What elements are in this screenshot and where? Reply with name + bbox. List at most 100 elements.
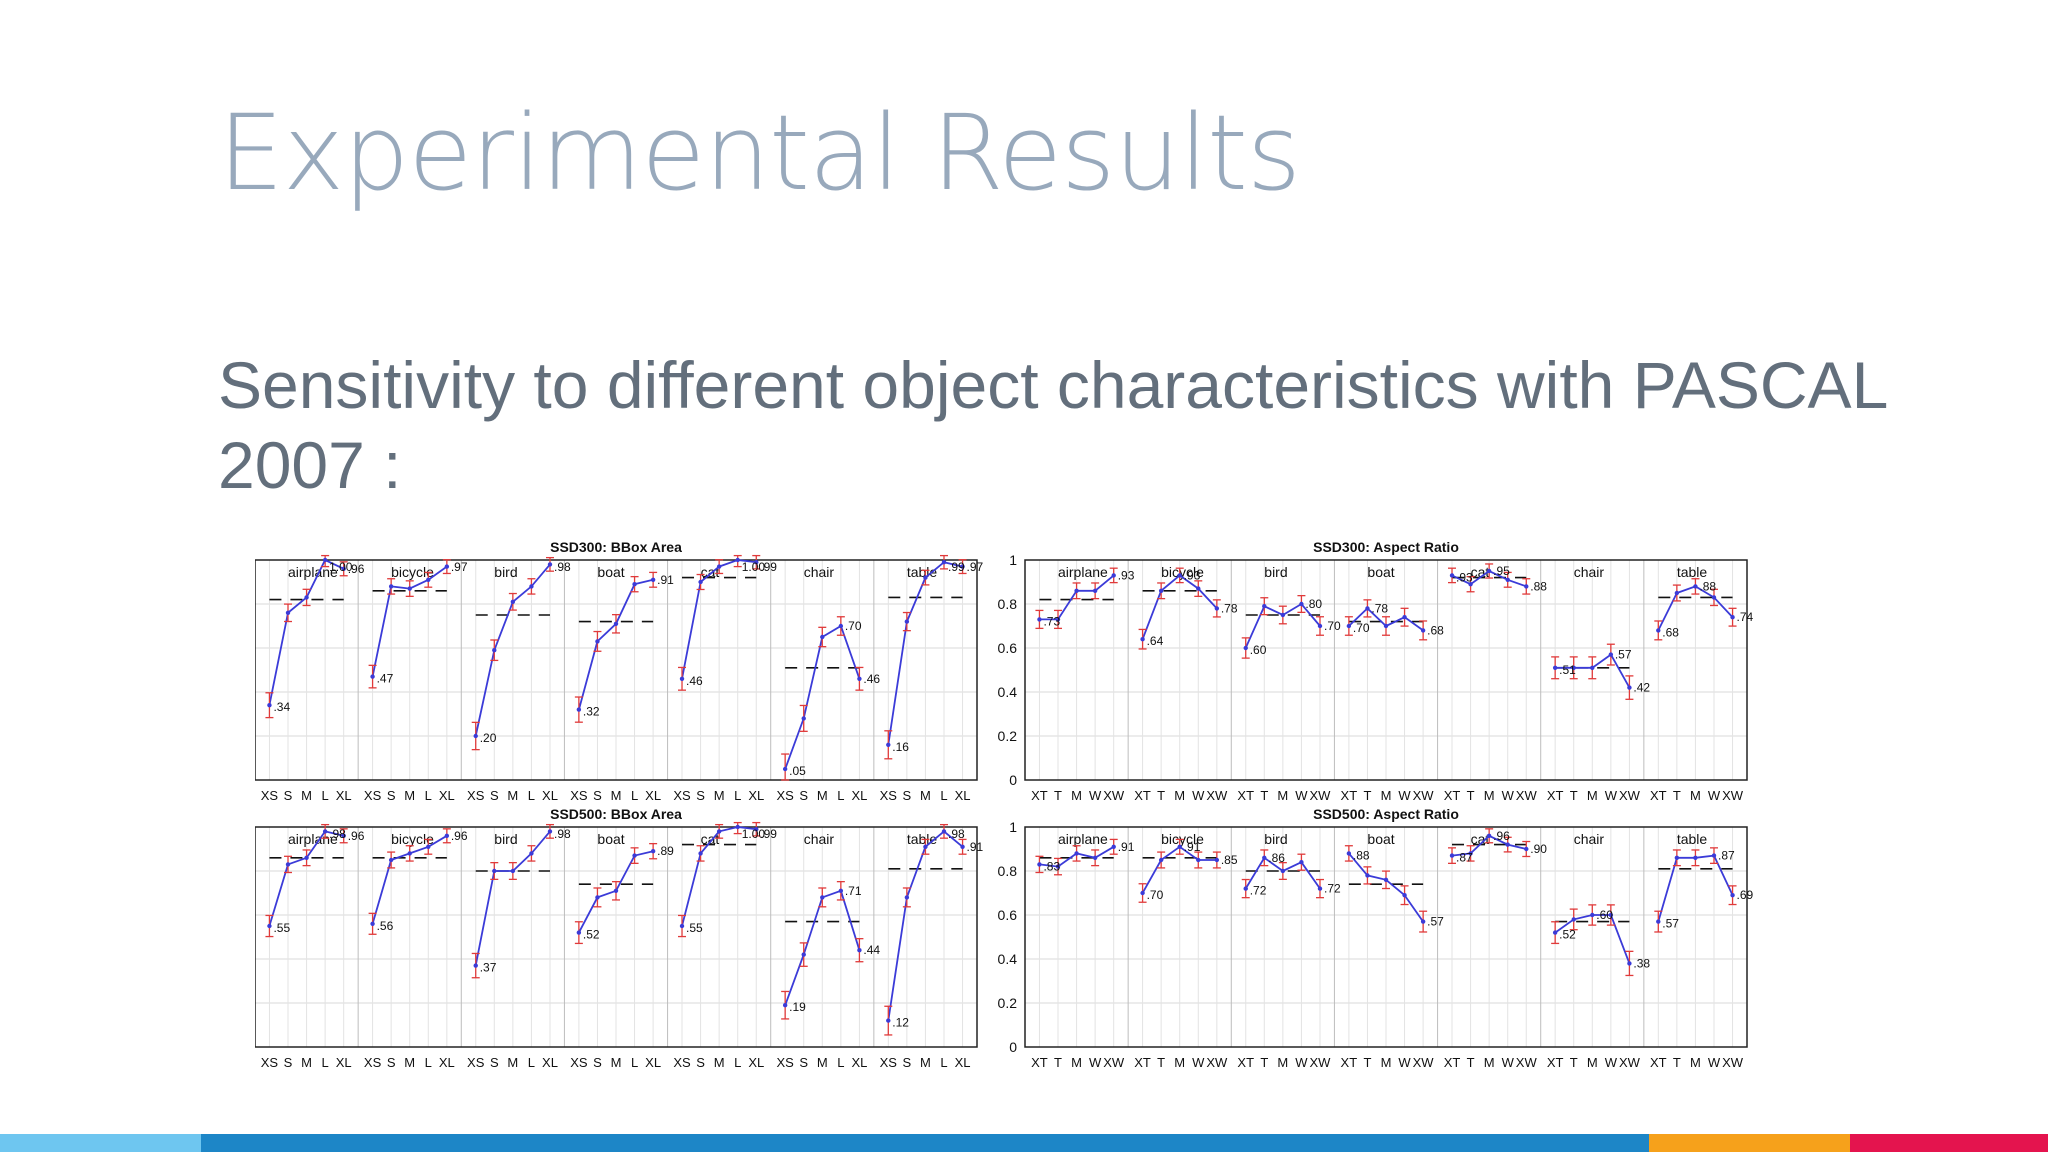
data-point	[1346, 851, 1352, 856]
x-tick-label: M	[1690, 1055, 1701, 1070]
data-point	[1571, 917, 1576, 922]
data-point	[322, 829, 328, 834]
data-label: .46	[686, 674, 703, 688]
x-tick-label: L	[734, 1055, 741, 1070]
data-label: .96	[1493, 829, 1510, 843]
x-tick-label: XT	[1444, 788, 1461, 803]
data-point	[613, 621, 619, 626]
x-tick-label: M	[1174, 1055, 1185, 1070]
x-tick-label: W	[1502, 1055, 1515, 1070]
data-point	[904, 895, 910, 900]
data-label: .83	[1043, 859, 1060, 873]
y-tick-label: 0.4	[998, 951, 1018, 967]
data-point	[754, 560, 759, 565]
x-tick-label: XL	[645, 788, 661, 803]
data-label: .70	[1353, 621, 1370, 635]
x-tick-label: L	[528, 1055, 535, 1070]
x-tick-label: XT	[1237, 1055, 1254, 1070]
data-label: .88	[1353, 848, 1370, 862]
data-point	[801, 716, 806, 721]
panel-title: SSD300: BBox Area	[550, 539, 682, 555]
x-tick-label: L	[940, 788, 947, 803]
data-label: .80	[1305, 597, 1322, 611]
data-point	[1177, 844, 1182, 849]
footer-bar-segment	[1850, 1134, 2048, 1152]
x-tick-label: M	[1587, 1055, 1598, 1070]
x-tick-label: M	[714, 788, 725, 803]
data-point	[510, 599, 516, 604]
data-label: .85	[1221, 853, 1238, 867]
data-point	[529, 584, 534, 589]
data-point	[267, 923, 272, 929]
data-label: .98	[948, 827, 965, 841]
x-tick-label: W	[1192, 788, 1205, 803]
x-tick-label: XT	[1547, 1055, 1564, 1070]
x-tick-label: W	[1502, 788, 1515, 803]
data-point	[285, 862, 291, 867]
category-label: boat	[1367, 564, 1394, 580]
data-label: .69	[1737, 888, 1754, 902]
data-point	[820, 895, 825, 900]
data-point	[735, 824, 740, 830]
data-point	[595, 895, 600, 900]
x-tick-label: XW	[1310, 1055, 1332, 1070]
data-point	[370, 674, 375, 679]
x-tick-label: XT	[1031, 1055, 1048, 1070]
data-label: .74	[1737, 610, 1754, 624]
data-point	[1158, 588, 1164, 593]
data-point	[1243, 645, 1248, 651]
x-tick-label: L	[322, 788, 329, 803]
x-tick-label: L	[837, 1055, 844, 1070]
y-tick-label: 0.2	[998, 728, 1018, 744]
data-point	[1571, 665, 1576, 670]
x-tick-label: S	[799, 788, 808, 803]
data-point	[1055, 617, 1061, 622]
x-tick-label: XS	[776, 1055, 794, 1070]
x-tick-label: T	[1673, 1055, 1681, 1070]
category-label: boat	[1367, 831, 1394, 847]
data-label: .38	[1633, 956, 1650, 970]
x-tick-label: T	[1260, 1055, 1268, 1070]
x-tick-label: M	[301, 1055, 312, 1070]
data-label: .16	[892, 740, 909, 754]
data-point	[679, 923, 685, 929]
data-point	[529, 851, 534, 856]
x-tick-label: XW	[1722, 788, 1744, 803]
data-point	[1693, 584, 1698, 589]
x-tick-label: T	[1363, 1055, 1371, 1070]
category-label: cat	[701, 831, 720, 847]
data-label: .52	[583, 928, 600, 942]
category-label: bird	[494, 564, 517, 580]
data-point	[1402, 893, 1407, 898]
x-tick-label: W	[1708, 788, 1721, 803]
data-point	[1468, 582, 1473, 587]
category-label: bird	[1264, 831, 1287, 847]
category-label: bicycle	[391, 564, 434, 580]
x-tick-label: XL	[851, 788, 867, 803]
data-point	[388, 857, 394, 863]
data-point	[1317, 886, 1323, 891]
x-tick-label: M	[1587, 788, 1598, 803]
data-label: .89	[657, 844, 674, 858]
x-tick-label: XL	[955, 788, 971, 803]
x-tick-label: XT	[1341, 788, 1358, 803]
data-label: .20	[480, 731, 497, 745]
data-label: .72	[1324, 882, 1341, 896]
data-point	[407, 586, 412, 591]
data-point	[1656, 919, 1661, 924]
data-label: .97	[451, 560, 468, 574]
x-tick-label: XL	[542, 1055, 558, 1070]
data-label: .91	[1184, 840, 1201, 854]
category-label: chair	[1574, 564, 1605, 580]
data-label: .70	[845, 619, 862, 633]
x-tick-label: XL	[748, 1055, 764, 1070]
category-label: cat	[1471, 564, 1490, 580]
data-point	[1402, 615, 1407, 620]
data-label: .55	[273, 921, 290, 935]
data-label: .78	[1221, 601, 1238, 615]
data-point	[1449, 573, 1455, 578]
category-label: airplane	[288, 564, 338, 580]
x-tick-label: XL	[336, 788, 352, 803]
x-tick-label: L	[322, 1055, 329, 1070]
data-point	[426, 577, 431, 582]
